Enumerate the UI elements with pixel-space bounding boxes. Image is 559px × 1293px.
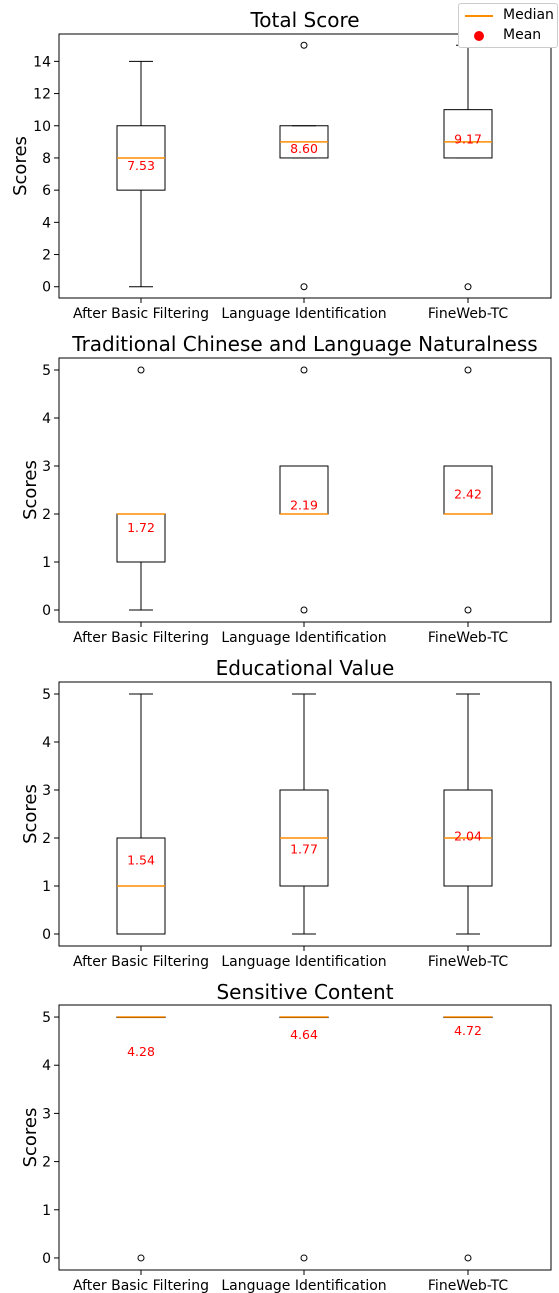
mean-label: 4.28: [127, 1044, 155, 1059]
legend-item-median: Median: [459, 6, 557, 26]
y-tick-label: 1: [42, 555, 51, 571]
outlier-point: [464, 606, 472, 614]
box-2: 1.77: [279, 693, 329, 935]
x-tick-label: Language Identification: [221, 306, 386, 322]
box-2: 8.60: [279, 41, 329, 291]
chart-panel-2: Traditional Chinese and Language Natural…: [20, 332, 552, 646]
outlier-point: [464, 283, 472, 291]
y-tick-label: 1: [42, 879, 51, 895]
chart-panel-3: Educational Value Scores 0 1 2 3 4 5 After Basic…: [20, 656, 552, 970]
y-tick-label: 4: [42, 411, 51, 427]
plot-frame: [58, 357, 552, 623]
median-line-swatch: [465, 15, 493, 17]
y-tick-label: 5: [42, 1010, 51, 1026]
y-tick-label: 2: [42, 248, 51, 264]
y-tick-label: 10: [33, 119, 51, 135]
outlier-point: [300, 366, 308, 374]
y-tick-label: 0: [42, 280, 51, 296]
legend: Median Mean: [458, 3, 558, 48]
box-3: 9.17: [443, 44, 493, 291]
y-tick-label: 2: [42, 1155, 51, 1171]
outlier-point: [464, 1254, 472, 1262]
chart-panel-4: Sensitive Content Scores 0 1 2 3 4 5 After Basic…: [20, 980, 552, 1293]
y-tick-label: 14: [33, 54, 51, 70]
y-tick-label: 4: [42, 215, 51, 231]
x-tick-label: FineWeb-TC: [428, 306, 508, 322]
x-tick-label: FineWeb-TC: [428, 1278, 508, 1293]
y-tick-label: 5: [42, 687, 51, 703]
mean-label: 4.64: [290, 1027, 318, 1042]
mean-label: 1.72: [127, 520, 155, 535]
y-axis-label: Scores: [10, 136, 31, 196]
outlier-point: [300, 1254, 308, 1262]
box-3: 2.04: [443, 693, 493, 935]
outlier-point: [300, 283, 308, 291]
outlier-point: [300, 41, 308, 49]
mean-label: 7.53: [127, 158, 155, 173]
y-tick-label: 8: [42, 151, 51, 167]
mean-label: 1.77: [290, 842, 318, 857]
x-tick-label: After Basic Filtering: [73, 306, 209, 322]
mean-label: 2.04: [454, 829, 482, 844]
mean-label: 9.17: [454, 132, 482, 147]
box-3: 2.42: [443, 366, 493, 614]
y-tick-label: 3: [42, 1106, 51, 1122]
chart-title: Total Score: [249, 8, 359, 32]
mean-label: 2.42: [454, 486, 482, 501]
chart-title: Educational Value: [216, 656, 395, 680]
x-tick-label: Language Identification: [221, 1278, 386, 1293]
y-tick-label: 3: [42, 459, 51, 475]
x-tick-label: Language Identification: [221, 630, 386, 646]
outlier-point: [464, 366, 472, 374]
x-tick-label: After Basic Filtering: [73, 954, 209, 970]
x-tick-label: After Basic Filtering: [73, 1278, 209, 1293]
legend-median-label: Median: [503, 7, 554, 23]
x-tick-label: FineWeb-TC: [428, 630, 508, 646]
y-tick-label: 0: [42, 1251, 51, 1267]
y-axis-label: Scores: [20, 784, 41, 844]
chart-title: Traditional Chinese and Language Natural…: [71, 332, 537, 356]
outlier-point: [137, 1254, 145, 1262]
y-tick-label: 2: [42, 507, 51, 523]
y-tick-label: 12: [33, 87, 51, 103]
y-axis-label: Scores: [20, 1108, 41, 1168]
plot-frame: [58, 33, 552, 299]
box-3: 4.72: [443, 1016, 493, 1262]
plot-frame: [58, 681, 552, 947]
y-tick-label: 4: [42, 735, 51, 751]
plot-frame: [58, 1004, 552, 1271]
y-tick-label: 4: [42, 1058, 51, 1074]
x-tick-label: After Basic Filtering: [73, 630, 209, 646]
y-tick-label: 6: [42, 183, 51, 199]
y-tick-label: 2: [42, 831, 51, 847]
y-tick-label: 5: [42, 363, 51, 379]
mean-dot-swatch: [474, 31, 484, 41]
box-1: 4.28: [116, 1016, 166, 1262]
outlier-point: [300, 606, 308, 614]
box-1: 7.53: [116, 60, 166, 288]
box-2: 2.19: [279, 366, 329, 614]
y-tick-label: 3: [42, 783, 51, 799]
legend-mean-label: Mean: [503, 27, 542, 43]
legend-item-mean: Mean: [459, 26, 557, 46]
x-tick-label: Language Identification: [221, 954, 386, 970]
mean-label: 2.19: [290, 497, 318, 512]
chart-panel-1: Total Score Scores 0 2 4 6 8 10 12 14 After Basic …: [10, 8, 552, 322]
box-1: 1.72: [116, 366, 166, 611]
mean-label: 8.60: [290, 141, 318, 156]
chart-title: Sensitive Content: [216, 980, 393, 1004]
box-1: 1.54: [116, 693, 166, 935]
y-axis-label: Scores: [20, 460, 41, 520]
x-tick-label: FineWeb-TC: [428, 954, 508, 970]
mean-label: 1.54: [127, 853, 155, 868]
mean-label: 4.72: [454, 1023, 482, 1038]
y-tick-label: 0: [42, 927, 51, 943]
box-2: 4.64: [279, 1016, 329, 1262]
y-tick-label: 0: [42, 603, 51, 619]
box-body: [443, 109, 493, 159]
outlier-point: [137, 366, 145, 374]
y-tick-label: 1: [42, 1203, 51, 1219]
